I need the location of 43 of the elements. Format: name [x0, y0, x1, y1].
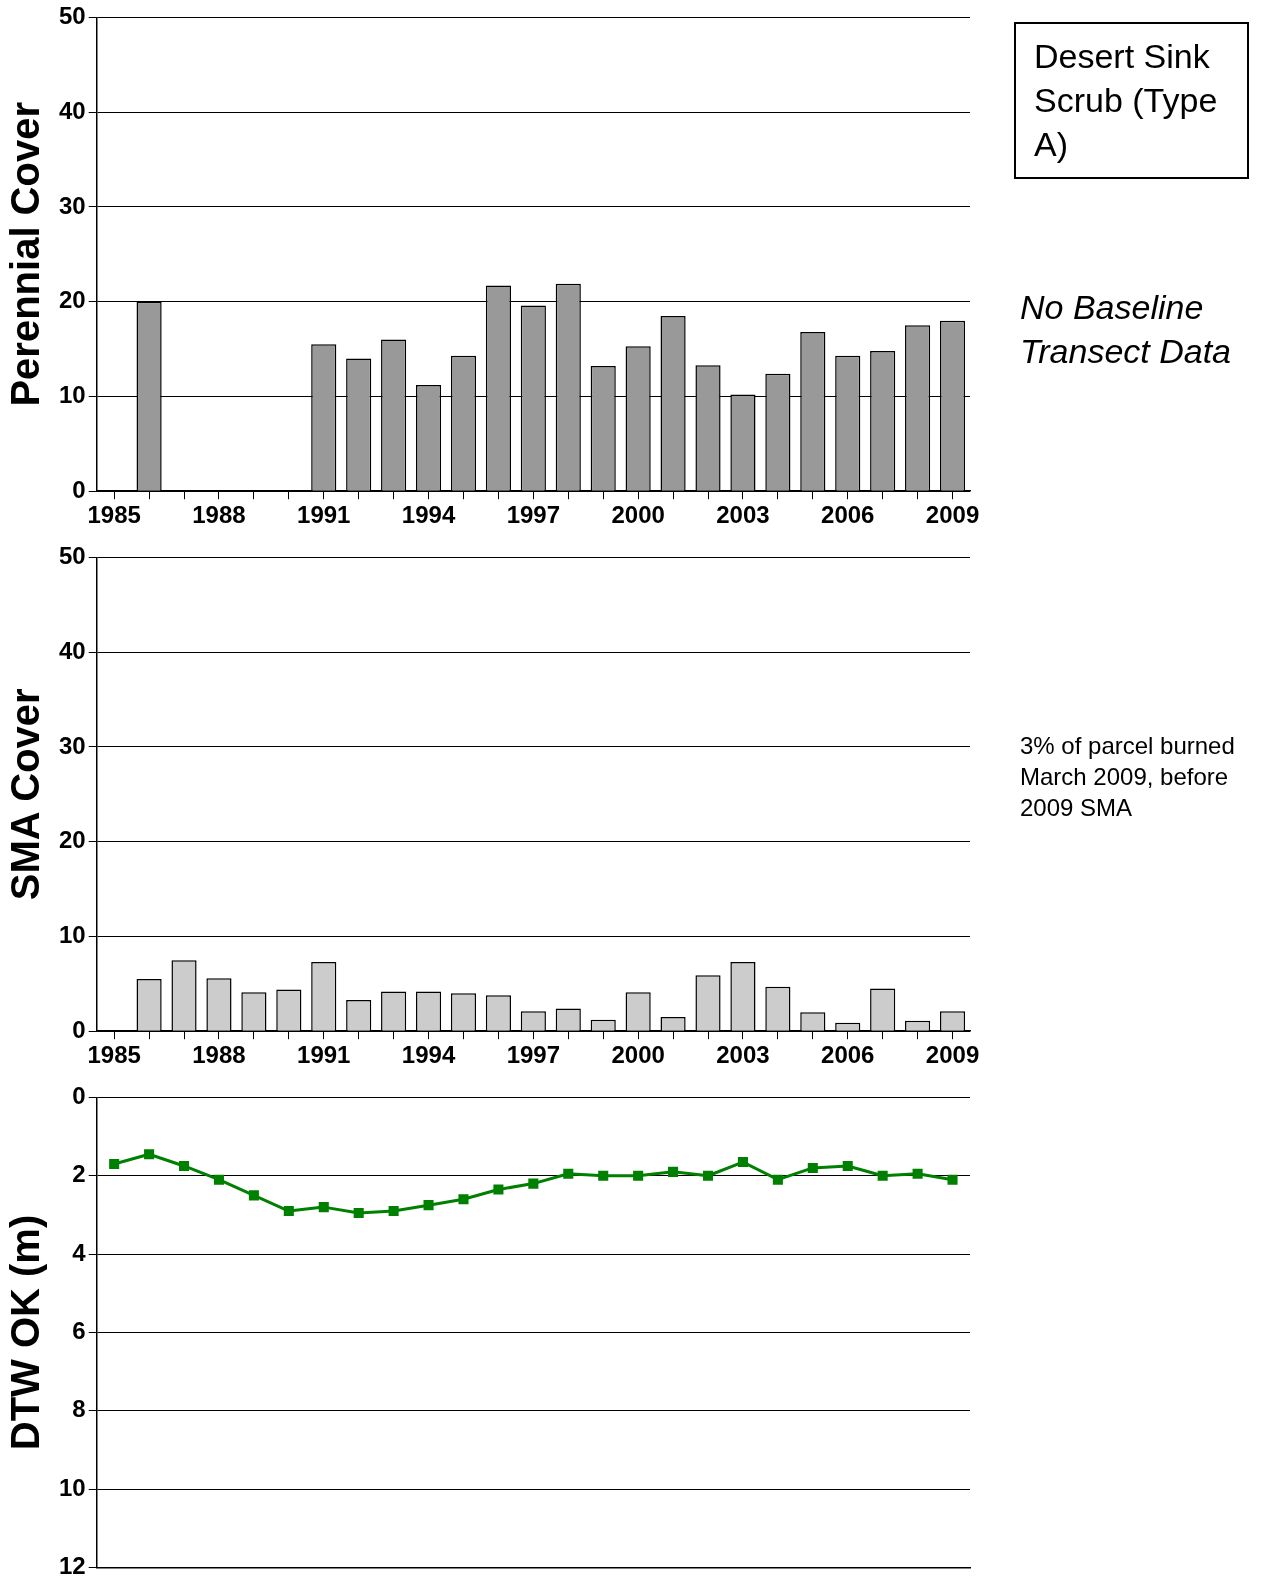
- y-tick-label: 10: [58, 1473, 86, 1501]
- y-tick-label: 40: [58, 96, 86, 124]
- y-axis-title: DTW OK (m): [3, 1214, 48, 1451]
- y-tick-label: 20: [58, 826, 86, 854]
- x-tick-label: 1988: [192, 1041, 246, 1069]
- x-tick-label: 2006: [821, 1041, 875, 1069]
- x-tick-label: 2003: [716, 1041, 770, 1069]
- text: Desert Sink Scrub (Type A): [1014, 22, 1249, 179]
- y-tick-label: 40: [58, 636, 86, 664]
- x-tick-label: 2009: [925, 501, 980, 529]
- x-tick-label: 1994: [401, 1041, 456, 1069]
- y-tick-label: 50: [58, 2, 86, 30]
- x-tick-label: 1988: [192, 501, 246, 529]
- x-tick-label: 2006: [821, 501, 875, 529]
- y-tick-label: 10: [58, 381, 86, 409]
- y-tick-label: 12: [58, 1552, 86, 1580]
- x-tick-label: 1985: [87, 501, 141, 529]
- y-tick-label: 4: [72, 1238, 87, 1266]
- y-tick-label: 0: [72, 1082, 86, 1110]
- y-tick-label: 30: [58, 731, 86, 759]
- y-axis-title: Perennial Cover: [3, 102, 48, 407]
- y-tick-label: 30: [58, 191, 86, 219]
- x-tick-label: 2000: [611, 1041, 665, 1069]
- x-tick-label: 2009: [925, 1041, 980, 1069]
- y-tick-label: 20: [58, 286, 86, 314]
- x-tick-label: 1997: [506, 1041, 561, 1069]
- y-tick-label: 10: [58, 921, 86, 949]
- x-tick-label: 2000: [611, 501, 665, 529]
- text: 3% of parcel burned March 2009, before 2009 SMA: [1020, 731, 1236, 824]
- y-tick-label: 2: [72, 1160, 86, 1188]
- x-tick-label: 1994: [401, 501, 456, 529]
- text: No Baseline Transect Data: [1020, 287, 1232, 373]
- x-tick-label: 1991: [297, 1041, 351, 1069]
- y-tick-label: 0: [72, 1015, 86, 1043]
- x-tick-label: 2003: [716, 501, 770, 529]
- y-tick-label: 50: [58, 542, 86, 570]
- x-tick-label: 1985: [87, 1041, 141, 1069]
- x-tick-label: 1991: [297, 501, 351, 529]
- y-tick-label: 0: [72, 475, 86, 503]
- x-tick-label: 1997: [506, 501, 561, 529]
- y-tick-label: 6: [72, 1317, 86, 1345]
- y-axis-title: SMA Cover: [3, 688, 48, 901]
- y-tick-label: 8: [72, 1395, 86, 1423]
